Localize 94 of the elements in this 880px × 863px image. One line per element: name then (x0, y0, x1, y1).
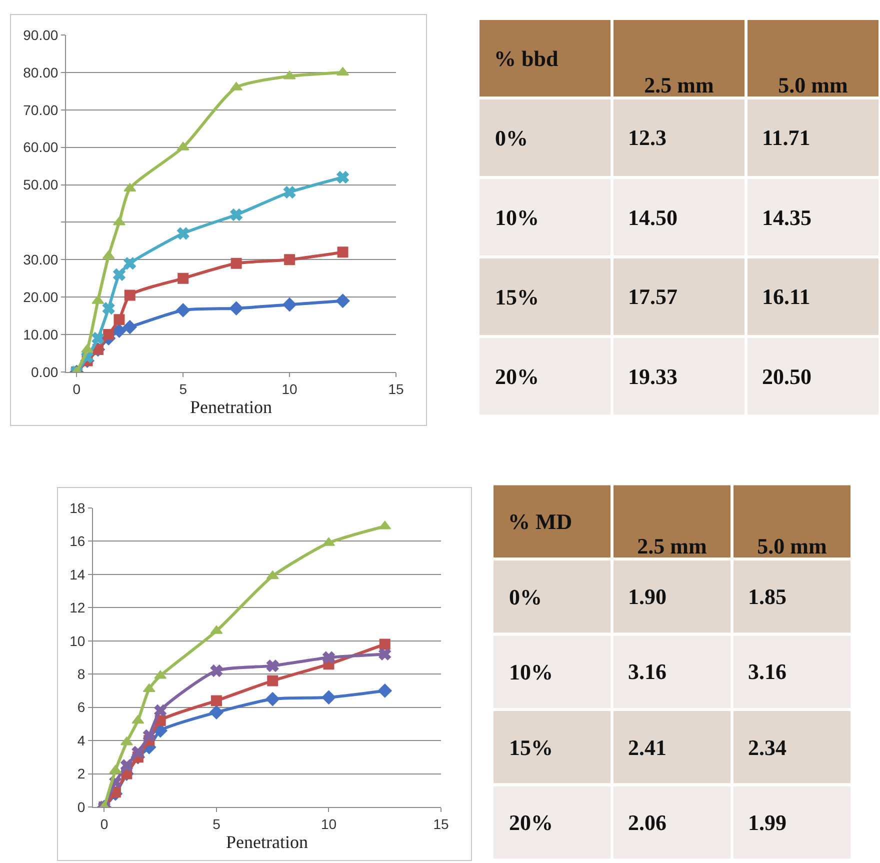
x-tick-label: 5 (179, 380, 188, 397)
point (132, 746, 144, 758)
point (266, 660, 279, 672)
y-tick-label: 16 (70, 533, 86, 550)
point (229, 301, 244, 316)
x-tick-label: 5.0 mm (778, 72, 848, 98)
point (120, 759, 133, 772)
point (114, 314, 125, 326)
x-tick-label: 10 (282, 380, 298, 397)
y-tick-label: 50.00 (23, 176, 58, 193)
x-tick-label: 0 (100, 816, 108, 832)
y-tick-label: 8 (77, 666, 86, 682)
point (178, 272, 189, 284)
y-tick-label: 0.00 (30, 364, 58, 380)
point (230, 208, 242, 221)
point (154, 704, 167, 717)
point (267, 675, 278, 686)
y-tick-label: 12 (70, 600, 86, 616)
data-label: 19.33 (628, 364, 678, 389)
y-tick-label: 10.00 (23, 326, 58, 342)
point (124, 290, 136, 301)
x-axis-title: Penetration (226, 832, 308, 852)
y-axis-title: % MD (508, 509, 572, 534)
data-label: 1.90 (628, 584, 666, 609)
point (122, 320, 137, 334)
x-tick-label: 5.0 mm (757, 534, 827, 559)
y-tick-label: 15% (509, 734, 553, 760)
y-tick-label: 80.00 (23, 64, 58, 80)
y-tick-label: 60.00 (23, 139, 58, 156)
x-tick-label: 15 (433, 816, 449, 832)
data-label: 20.50 (762, 364, 812, 389)
y-tick-label: 14 (70, 566, 86, 582)
y-tick-label: 10 (70, 632, 86, 649)
data-label: 16.11 (762, 284, 810, 309)
point (112, 324, 126, 338)
y-tick-label: 30.00 (23, 252, 58, 268)
y-tick-label: 0% (509, 584, 542, 610)
data-label: 3.16 (748, 659, 786, 684)
x-tick-label: 2.5 mm (637, 534, 707, 559)
y-tick-label: 18 (70, 500, 86, 516)
y-tick-label: 10% (495, 204, 539, 230)
data-label: 1.85 (748, 584, 786, 609)
y-tick-label: 15% (495, 284, 539, 310)
point (113, 268, 126, 281)
x-tick-label: 15 (388, 380, 404, 397)
point (322, 690, 336, 704)
y-tick-label: 20% (509, 810, 553, 836)
point (378, 684, 392, 698)
y-tick-label: 90.00 (23, 26, 58, 43)
point (210, 664, 223, 677)
point (336, 171, 349, 184)
y-tick-label: 70.00 (23, 102, 58, 118)
data-label: 2.34 (748, 735, 786, 760)
y-tick-label: 20% (495, 364, 539, 389)
data-label: 14.50 (628, 205, 678, 230)
point (209, 705, 224, 720)
point (103, 329, 114, 340)
data-label: 11.71 (762, 125, 810, 150)
point (336, 294, 350, 308)
data-label: 17.57 (628, 284, 678, 309)
point (322, 651, 335, 664)
y-tick-label: 2 (77, 766, 86, 782)
point (142, 729, 156, 742)
x-tick-label: 10 (320, 816, 337, 832)
point (210, 695, 222, 706)
y-axis-title: % bbd (494, 46, 558, 71)
point (283, 186, 296, 198)
y-tick-label: 4 (77, 732, 86, 748)
x-tick-label: 5 (212, 816, 221, 832)
y-tick-label: 0 (77, 798, 86, 815)
data-label: 1.99 (748, 810, 786, 835)
point (266, 692, 280, 706)
x-axis-title: Penetration (190, 396, 272, 417)
point (378, 648, 392, 660)
point (176, 303, 190, 318)
data-label: 2.41 (628, 735, 666, 760)
y-tick-label: 10% (509, 660, 553, 685)
point (284, 254, 296, 266)
data-label: 14.35 (762, 205, 812, 230)
point (176, 227, 190, 240)
y-tick-label: 0% (495, 125, 528, 150)
point (230, 258, 242, 269)
y-tick-label: 20.00 (23, 289, 58, 306)
point (92, 332, 104, 344)
data-label: 3.16 (628, 659, 666, 684)
y-tick-label: 6 (77, 699, 86, 716)
point (282, 298, 297, 312)
x-tick-label: 2.5 mm (644, 72, 714, 98)
data-label: 2.06 (628, 810, 666, 835)
point (124, 257, 136, 270)
data-label: 12.3 (628, 125, 666, 150)
point (102, 302, 115, 314)
point (379, 638, 390, 650)
point (337, 246, 348, 258)
